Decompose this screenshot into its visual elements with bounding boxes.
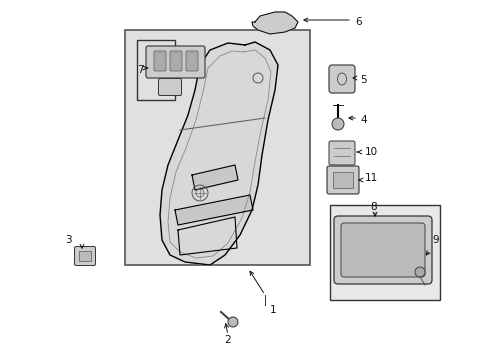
FancyBboxPatch shape [146,46,204,78]
FancyBboxPatch shape [158,78,181,95]
Text: 3: 3 [64,235,71,245]
Text: 8: 8 [369,202,376,212]
Circle shape [331,118,343,130]
Text: 9: 9 [431,235,438,245]
FancyBboxPatch shape [326,166,358,194]
FancyBboxPatch shape [328,141,354,165]
Text: 11: 11 [364,173,378,183]
Polygon shape [251,12,297,34]
Text: 6: 6 [354,17,361,27]
Text: 7: 7 [137,65,143,75]
Polygon shape [175,195,252,225]
FancyBboxPatch shape [170,51,182,71]
FancyBboxPatch shape [154,51,165,71]
Text: 1: 1 [269,305,276,315]
FancyBboxPatch shape [79,251,91,261]
FancyBboxPatch shape [340,223,424,277]
Text: 5: 5 [359,75,366,85]
Text: 4: 4 [359,115,366,125]
Bar [329,205,439,300]
Bar [137,40,175,100]
FancyBboxPatch shape [332,172,352,188]
Bar [125,30,309,265]
Polygon shape [192,165,238,190]
FancyBboxPatch shape [74,247,95,266]
FancyBboxPatch shape [328,65,354,93]
Polygon shape [160,42,278,265]
Text: 2: 2 [224,335,231,345]
Circle shape [414,267,424,277]
FancyBboxPatch shape [333,216,431,284]
Circle shape [227,317,238,327]
Text: 10: 10 [364,147,377,157]
FancyBboxPatch shape [185,51,198,71]
